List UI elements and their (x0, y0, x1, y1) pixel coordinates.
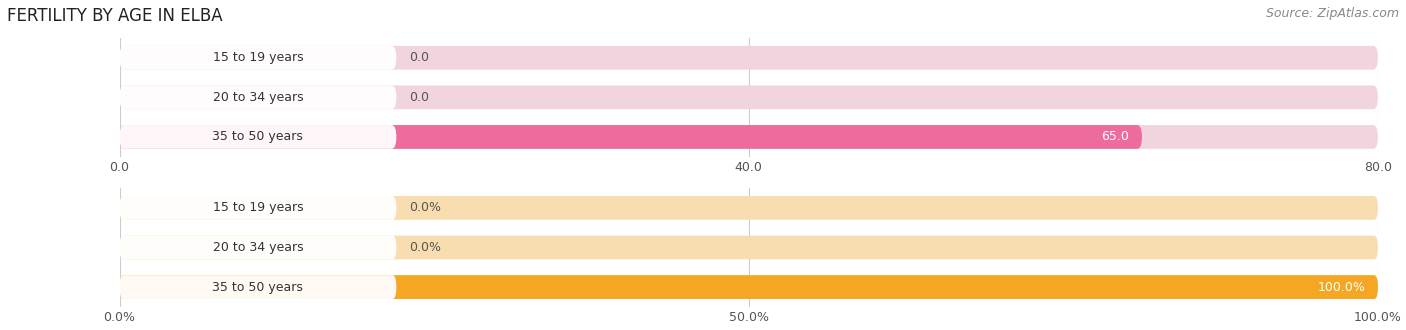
FancyBboxPatch shape (120, 125, 1142, 149)
Text: 65.0: 65.0 (1101, 130, 1129, 144)
FancyBboxPatch shape (120, 196, 396, 220)
FancyBboxPatch shape (120, 236, 1378, 259)
Text: 15 to 19 years: 15 to 19 years (212, 51, 304, 64)
Text: 0.0: 0.0 (409, 51, 429, 64)
FancyBboxPatch shape (120, 275, 1378, 299)
FancyBboxPatch shape (120, 236, 396, 259)
FancyBboxPatch shape (120, 46, 1378, 70)
Text: 15 to 19 years: 15 to 19 years (212, 201, 304, 214)
Text: 100.0%: 100.0% (1317, 280, 1365, 294)
Text: 35 to 50 years: 35 to 50 years (212, 280, 304, 294)
FancyBboxPatch shape (120, 85, 1378, 109)
Text: 35 to 50 years: 35 to 50 years (212, 130, 304, 144)
FancyBboxPatch shape (120, 275, 1378, 299)
FancyBboxPatch shape (120, 125, 396, 149)
Text: 20 to 34 years: 20 to 34 years (212, 91, 304, 104)
FancyBboxPatch shape (120, 85, 396, 109)
FancyBboxPatch shape (120, 46, 396, 70)
FancyBboxPatch shape (120, 196, 1378, 220)
Text: 20 to 34 years: 20 to 34 years (212, 241, 304, 254)
Text: Source: ZipAtlas.com: Source: ZipAtlas.com (1265, 7, 1399, 19)
Text: 0.0%: 0.0% (409, 241, 441, 254)
FancyBboxPatch shape (120, 125, 1378, 149)
Text: FERTILITY BY AGE IN ELBA: FERTILITY BY AGE IN ELBA (7, 7, 222, 25)
FancyBboxPatch shape (120, 275, 396, 299)
Text: 0.0%: 0.0% (409, 201, 441, 214)
Text: 0.0: 0.0 (409, 91, 429, 104)
